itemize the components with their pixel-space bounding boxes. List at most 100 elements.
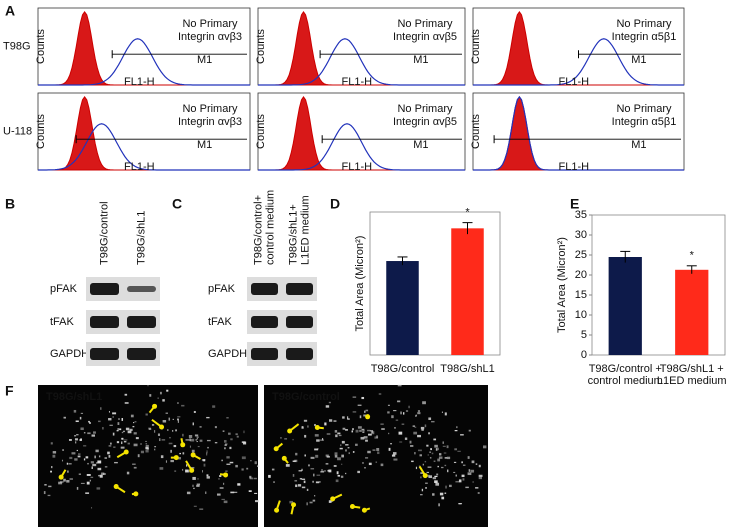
adhesion-spot xyxy=(159,438,161,442)
y-tick-label: 35 xyxy=(575,209,587,221)
adhesion-spot xyxy=(98,455,101,458)
adhesion-spot xyxy=(433,460,436,462)
adhesion-spot xyxy=(337,457,341,461)
adhesion-spot xyxy=(63,416,66,419)
adhesion-spot xyxy=(80,427,84,431)
adhesion-spot xyxy=(177,457,181,460)
adhesion-spot xyxy=(90,461,94,464)
adhesion-spot xyxy=(80,438,82,441)
adhesion-spot xyxy=(328,401,331,404)
adhesion-spot xyxy=(337,474,341,477)
adhesion-spot xyxy=(391,415,394,419)
adhesion-spot xyxy=(186,464,188,467)
adhesion-spot xyxy=(225,470,228,472)
adhesion-spot xyxy=(196,483,201,486)
adhesion-spot xyxy=(135,437,139,440)
adhesion-spot xyxy=(307,425,309,428)
adhesion-spot xyxy=(177,420,179,423)
adhesion-spot xyxy=(410,445,414,447)
adhesion-spot xyxy=(421,429,424,431)
adhesion-spot xyxy=(134,421,137,423)
adhesion-spot xyxy=(361,428,365,431)
adhesion-spot xyxy=(460,434,464,436)
marker-histogram xyxy=(258,123,465,171)
adhesion-spot xyxy=(428,432,430,435)
adhesion-spot xyxy=(342,416,345,419)
adhesion-spot xyxy=(196,436,199,438)
adhesion-spot xyxy=(121,437,124,440)
adhesion-spot xyxy=(63,478,66,482)
adhesion-spot xyxy=(306,488,309,491)
adhesion-spot xyxy=(154,446,157,448)
adhesion-spot xyxy=(85,492,90,494)
adhesion-spot xyxy=(378,393,382,395)
adhesion-spot xyxy=(419,454,422,457)
adhesion-spot xyxy=(219,475,222,477)
adhesion-spot xyxy=(224,444,227,446)
adhesion-spot xyxy=(112,432,115,436)
adhesion-spot xyxy=(341,440,345,444)
bar xyxy=(675,269,709,355)
adhesion-spot xyxy=(435,448,438,451)
panel-label: B xyxy=(5,196,15,212)
adhesion-spot xyxy=(415,466,418,470)
adhesion-spot xyxy=(355,443,358,446)
adhesion-spot xyxy=(249,477,254,480)
arrow-head xyxy=(274,507,280,513)
adhesion-spot xyxy=(192,422,194,426)
adhesion-spot xyxy=(363,436,368,439)
adhesion-spot xyxy=(426,471,429,473)
arrow-head xyxy=(223,472,229,478)
adhesion-spot xyxy=(334,452,338,456)
adhesion-spot xyxy=(335,479,339,483)
adhesion-spot xyxy=(326,455,330,458)
adhesion-spot xyxy=(229,446,232,450)
adhesion-spot xyxy=(345,472,347,475)
adhesion-spot xyxy=(301,426,303,428)
adhesion-spot xyxy=(351,430,354,433)
adhesion-spot xyxy=(224,447,226,450)
adhesion-spot xyxy=(438,503,440,507)
adhesion-spot xyxy=(112,412,117,415)
y-tick-label: 15 xyxy=(575,289,587,301)
adhesion-spot xyxy=(341,454,345,458)
adhesion-spot xyxy=(89,479,91,482)
adhesion-spot xyxy=(80,482,85,484)
adhesion-spot xyxy=(292,474,295,477)
adhesion-spot xyxy=(427,454,429,456)
adhesion-spot xyxy=(69,478,73,480)
adhesion-spot xyxy=(206,474,209,477)
adhesion-spot xyxy=(342,427,346,430)
band-label: GAPDH xyxy=(50,348,89,360)
adhesion-spot xyxy=(94,455,96,459)
adhesion-spot xyxy=(166,389,169,392)
arrow-head xyxy=(58,474,64,480)
adhesion-spot xyxy=(365,439,368,442)
adhesion-spot xyxy=(216,493,221,496)
adhesion-spot xyxy=(374,436,379,439)
adhesion-spot xyxy=(328,419,333,422)
adhesion-spot xyxy=(86,481,90,485)
adhesion-spot xyxy=(326,433,331,435)
adhesion-spot xyxy=(189,445,192,448)
adhesion-spot xyxy=(359,429,362,432)
adhesion-spot xyxy=(333,420,337,422)
adhesion-spot xyxy=(126,471,130,475)
legend-marker: Integrin αvβ5 xyxy=(393,31,457,43)
adhesion-spot xyxy=(393,458,398,461)
adhesion-spot xyxy=(357,404,362,406)
adhesion-spot xyxy=(108,445,112,447)
adhesion-spot xyxy=(369,430,372,432)
adhesion-spot xyxy=(447,469,449,473)
adhesion-spot xyxy=(74,458,78,461)
adhesion-spot xyxy=(453,461,457,464)
adhesion-spot xyxy=(314,423,316,427)
adhesion-spot xyxy=(212,405,216,408)
band xyxy=(286,348,313,360)
adhesion-spot xyxy=(101,472,105,475)
lane-label: T98G/shL1 xyxy=(135,211,147,265)
y-axis-label: Total Area (Micron²) xyxy=(556,237,568,333)
adhesion-spot xyxy=(345,449,347,452)
adhesion-spot xyxy=(159,391,162,395)
adhesion-spot xyxy=(191,449,195,453)
